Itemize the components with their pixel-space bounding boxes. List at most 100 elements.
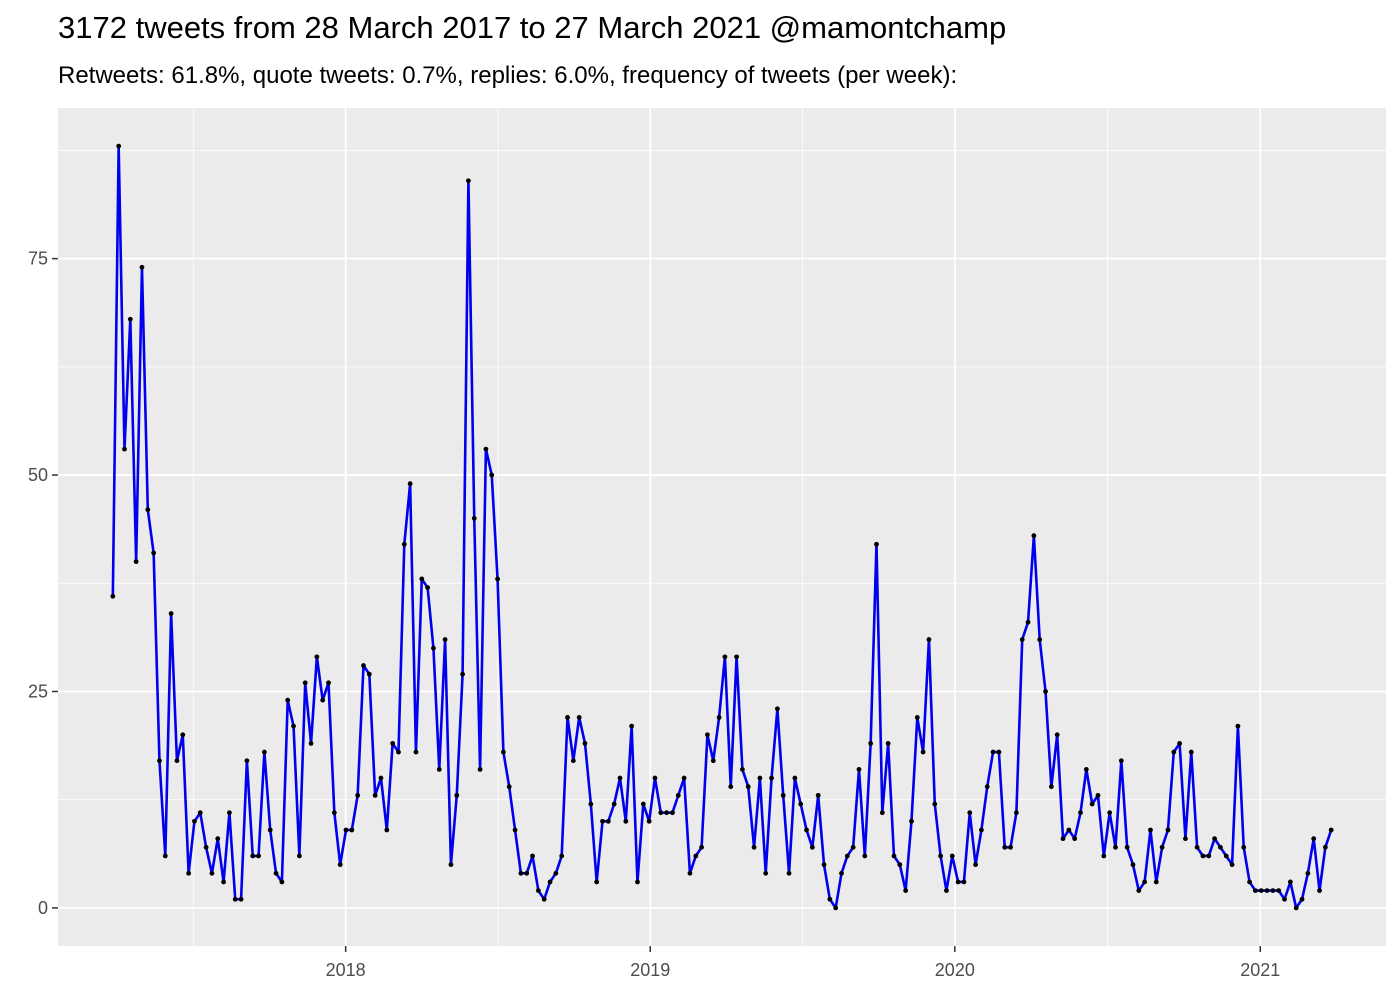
data-point [670,810,675,816]
data-point [909,818,914,824]
data-point [582,741,588,746]
data-point [850,844,856,850]
data-point [151,550,157,556]
data-point [512,827,518,833]
data-point [570,758,576,764]
data-point [413,749,419,755]
data-point [285,697,291,703]
data-point [1002,844,1008,850]
data-point [466,178,471,184]
data-point [1177,741,1183,746]
data-point [261,749,267,755]
data-point [938,853,943,859]
data-point [1118,758,1124,764]
data-point [611,801,617,807]
data-point [1183,836,1188,842]
data-point [197,810,203,816]
data-point [267,827,273,833]
y-tick-label: 50 [28,465,48,485]
data-point [244,758,250,764]
data-point [786,870,792,876]
data-point [535,888,541,893]
data-point [209,870,215,876]
data-point [1083,767,1089,772]
data-point [961,879,967,885]
data-point [1311,836,1317,842]
data-point [1054,732,1060,738]
data-point [687,870,693,876]
data-point [1252,888,1258,893]
data-point [1148,827,1153,833]
data-point [1037,637,1043,642]
data-point [1241,844,1247,850]
data-point [664,810,670,816]
x-tick-label: 2018 [326,960,366,980]
data-point [740,767,745,772]
data-point [407,481,413,487]
data-point [646,818,652,824]
data-point [1258,888,1264,893]
data-point [1025,619,1031,625]
data-point [296,853,302,859]
data-point [127,316,133,322]
data-point [1136,888,1142,893]
data-point [1142,879,1148,885]
data-point [302,680,308,686]
data-point [955,879,961,885]
data-point [1247,879,1252,885]
data-point [355,792,361,798]
data-point [308,741,314,746]
data-point [1212,836,1217,842]
y-tick-label: 25 [28,681,48,701]
data-point [1165,827,1171,833]
data-point [1107,810,1113,816]
data-point [186,870,192,876]
data-point [728,784,734,790]
data-point [745,784,751,790]
data-point [454,792,460,798]
data-point [868,741,874,746]
data-point [1264,888,1270,893]
data-point [617,775,623,781]
data-point [588,801,594,807]
data-point [1282,896,1287,902]
data-point [891,853,897,859]
plot-panel [58,108,1386,946]
data-point [594,879,600,885]
data-point [1270,888,1276,893]
data-point [780,792,786,798]
data-point [506,784,512,790]
data-point [1171,749,1177,755]
data-point [192,818,197,824]
data-point [809,844,815,850]
data-point [804,827,809,833]
data-point [501,749,506,755]
data-point [273,870,279,876]
data-point [1293,905,1299,911]
chart-title: 3172 tweets from 28 March 2017 to 27 Mar… [58,10,1007,45]
data-point [460,671,465,677]
data-point [1043,689,1048,694]
data-point [932,801,938,807]
data-point [320,697,326,703]
data-point [436,767,442,772]
data-point [524,870,530,876]
data-point [856,767,862,772]
data-point [174,758,180,764]
data-point [967,810,973,816]
data-point [279,879,285,885]
data-point [763,870,769,876]
data-point [1317,888,1322,893]
data-point [343,827,349,833]
data-point [1328,827,1334,833]
data-point [1095,792,1101,798]
data-point [396,749,401,755]
data-point [658,810,664,816]
data-point [1060,836,1066,842]
data-point [361,663,366,668]
data-point [1153,879,1159,885]
data-point [122,446,127,452]
data-point [559,853,565,859]
data-point [885,741,891,746]
